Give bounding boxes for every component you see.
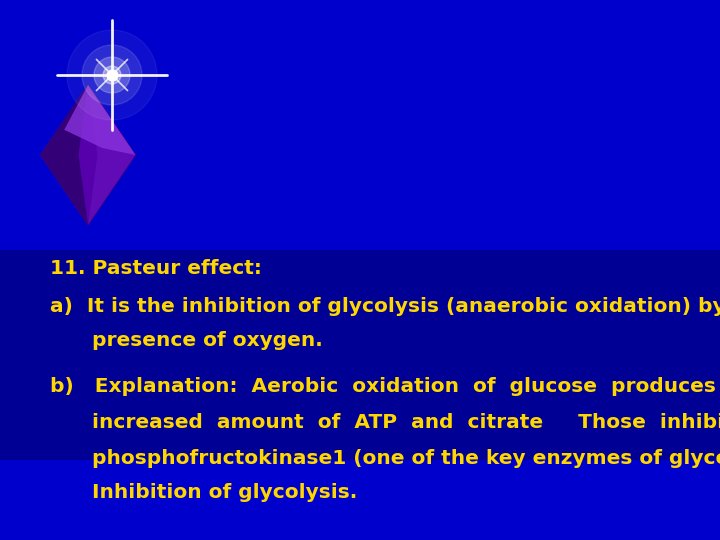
- Text: presence of oxygen.: presence of oxygen.: [50, 330, 323, 349]
- Text: 11. Pasteur effect:: 11. Pasteur effect:: [50, 259, 262, 278]
- Polygon shape: [64, 85, 135, 155]
- Text: Inhibition of glycolysis.: Inhibition of glycolysis.: [50, 483, 357, 502]
- Polygon shape: [40, 85, 135, 225]
- Text: b)   Explanation:  Aerobic  oxidation  of  glucose  produces: b) Explanation: Aerobic oxidation of glu…: [50, 376, 716, 395]
- Point: [107, 71, 118, 79]
- Circle shape: [103, 66, 121, 84]
- Text: a)  It is the inhibition of glycolysis (anaerobic oxidation) by the: a) It is the inhibition of glycolysis (a…: [50, 296, 720, 315]
- Circle shape: [67, 30, 157, 120]
- Polygon shape: [40, 85, 88, 225]
- Circle shape: [82, 45, 142, 105]
- Bar: [0, 250, 720, 460]
- Text: phosphofructokinase1 (one of the key enzymes of glycolysis): phosphofructokinase1 (one of the key enz…: [50, 449, 720, 468]
- Circle shape: [94, 57, 130, 93]
- Text: increased  amount  of  ATP  and  citrate     Those  inhibit: increased amount of ATP and citrate Thos…: [50, 413, 720, 431]
- Polygon shape: [88, 85, 135, 225]
